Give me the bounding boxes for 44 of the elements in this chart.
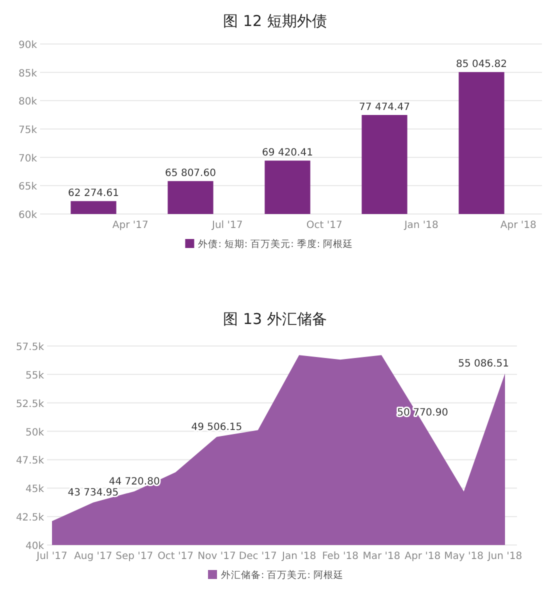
y-tick-label: 45k bbox=[25, 484, 44, 496]
x-tick-label: Mar '18 bbox=[362, 551, 400, 562]
y-tick-label: 90k bbox=[18, 40, 38, 51]
data-label: 77 474.47 bbox=[359, 102, 410, 113]
data-label: 43 734.95 bbox=[68, 488, 119, 499]
y-tick-label: 70k bbox=[18, 153, 38, 164]
data-label: 55 086.51 bbox=[458, 358, 509, 370]
x-tick-label: Jul '17 bbox=[211, 220, 243, 231]
legend-label: 外债: 短期: 百万美元: 季度: 阿根廷 bbox=[198, 238, 354, 250]
y-tick-label: 40k bbox=[25, 541, 44, 552]
x-tick-label: Apr '18 bbox=[404, 551, 441, 562]
y-tick-label: 55k bbox=[25, 370, 44, 382]
y-tick-label: 75k bbox=[18, 125, 38, 136]
x-tick-label: Apr '17 bbox=[112, 220, 148, 231]
chart-title: 图 12 短期外债 bbox=[223, 12, 327, 30]
x-tick-label: Jan '18 bbox=[403, 220, 438, 231]
data-label: 62 274.61 bbox=[68, 188, 119, 200]
y-tick-label: 80k bbox=[18, 96, 38, 108]
y-tick-label: 85k bbox=[18, 68, 38, 80]
y-tick-label: 42.5k bbox=[16, 512, 44, 524]
x-tick-label: Oct '17 bbox=[306, 220, 342, 231]
x-tick-label: Apr '18 bbox=[500, 220, 536, 231]
x-tick-label: Oct '17 bbox=[158, 551, 194, 562]
x-tick-label: May '18 bbox=[444, 551, 484, 562]
y-tick-label: 50k bbox=[25, 427, 44, 438]
x-tick-label: Jan '18 bbox=[281, 551, 316, 562]
x-tick-label: Nov '17 bbox=[198, 551, 236, 562]
x-tick-label: Jun '18 bbox=[486, 551, 522, 562]
y-tick-label: 52.5k bbox=[16, 398, 44, 410]
y-tick-label: 60k bbox=[18, 210, 38, 221]
legend-label: 外汇储备: 百万美元: 阿根廷 bbox=[221, 569, 344, 581]
y-tick-label: 65k bbox=[18, 182, 38, 193]
chart-title: 图 13 外汇储备 bbox=[223, 310, 327, 328]
x-tick-label: Feb '18 bbox=[322, 551, 358, 562]
data-label: 85 045.82 bbox=[456, 59, 507, 70]
data-label: 49 506.15 bbox=[191, 422, 242, 433]
y-tick-label: 47.5k bbox=[16, 456, 44, 467]
x-tick-label: Sep '17 bbox=[116, 551, 154, 562]
data-label: 65 807.60 bbox=[165, 168, 216, 180]
x-tick-label: Jul '17 bbox=[36, 551, 68, 562]
x-tick-label: Dec '17 bbox=[238, 551, 277, 562]
y-tick-label: 57.5k bbox=[16, 342, 44, 353]
data-label: 69 420.41 bbox=[262, 148, 313, 159]
x-tick-label: Aug '17 bbox=[74, 551, 112, 562]
